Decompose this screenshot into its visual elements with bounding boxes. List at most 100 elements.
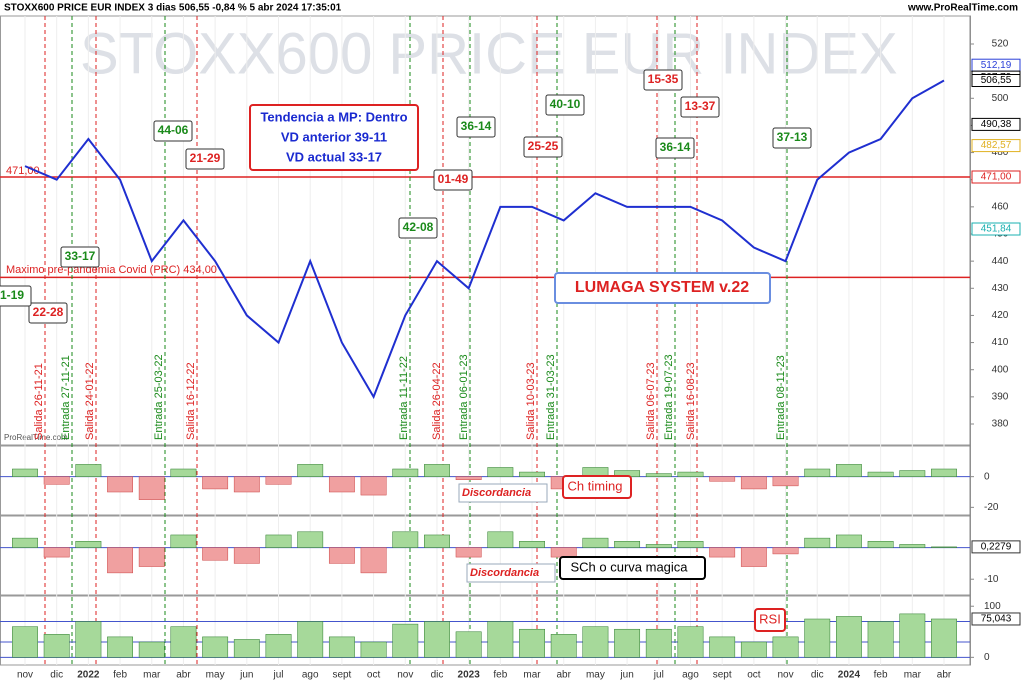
oscillator-bar (202, 547, 229, 561)
oscillator-bar (138, 641, 165, 658)
oscillator-bar (297, 531, 324, 548)
panel-name-box (754, 608, 786, 632)
oscillator-bar (455, 547, 482, 558)
oscillator-bar (424, 464, 450, 477)
oscillator-bar (265, 634, 292, 658)
score-label: 36-14 (461, 119, 492, 133)
oscillator-bar (455, 476, 482, 480)
score-label: 40-10 (550, 97, 581, 111)
oscillator-bar (836, 464, 862, 477)
oscillator-bar (804, 468, 831, 477)
x-tick-label: may (586, 670, 605, 681)
note: Discordancia (470, 567, 539, 579)
system-label: LUMAGA SYSTEM v.22 (575, 279, 749, 296)
oscillator-bar (582, 537, 609, 548)
oscillator-bar (899, 470, 926, 477)
oscillator-bar (328, 476, 355, 493)
oscillator-bar (233, 476, 260, 493)
oscillator-bar (677, 541, 704, 548)
score-box (0, 285, 32, 307)
oscillator-bar (614, 541, 641, 548)
signal-label: Salida 16-08-23 (685, 362, 697, 440)
oscillator-bar (867, 541, 894, 548)
oscillator-bar (550, 547, 577, 558)
y-tick-label: 100 (984, 601, 1001, 612)
oscillator-bar (519, 471, 545, 477)
signal-label: Entrada 08-11-23 (775, 355, 787, 440)
y-tick-label: 0 (984, 652, 990, 663)
trend-text: Tendencia a MP: Dentro (260, 109, 407, 124)
oscillator-bar (328, 547, 355, 564)
oscillator-bar (107, 547, 133, 574)
oscillator-bar (265, 534, 292, 548)
watermark: STOXX600 PRICE EUR INDEX (80, 21, 898, 86)
x-tick-label: mar (143, 670, 161, 681)
x-tick-label: feb (113, 670, 127, 681)
y-tick-label: 380 (992, 419, 1009, 430)
x-tick-label: dic (50, 670, 63, 681)
oscillator-bar (424, 621, 450, 658)
x-tick-label: nov (397, 670, 413, 681)
oscillator-bar (265, 476, 292, 485)
x-tick-label: jul (653, 670, 664, 681)
score-box (185, 148, 225, 170)
score-label: 25-25 (528, 139, 559, 153)
oscillator-bar (740, 641, 767, 658)
score-label: 01-49 (438, 172, 469, 186)
oscillator-bar (328, 636, 355, 658)
x-tick-label: ago (302, 670, 319, 681)
oscillator-bar (740, 547, 767, 567)
score-label: 36-14 (660, 140, 691, 154)
oscillator-bar (614, 628, 641, 658)
site: www.ProRealTime.com (907, 3, 1018, 14)
level-label: Maximo pre-pandemia Covid (PRC) 434,00 (6, 264, 217, 276)
oscillator-bar (455, 631, 482, 658)
oscillator-bar (677, 471, 704, 477)
y-tick-label: 400 (992, 364, 1009, 375)
signal-label: Entrada 31-03-23 (545, 354, 557, 440)
score-box (60, 246, 100, 268)
score-label: 21-29 (190, 151, 221, 165)
value-tag: 490,38 (981, 119, 1012, 130)
oscillator-bar (43, 476, 70, 485)
oscillator-bar (360, 641, 387, 658)
oscillator-bar (709, 636, 736, 658)
score-box (433, 169, 473, 191)
oscillator-bar (75, 621, 102, 658)
x-tick-label: dic (431, 670, 444, 681)
signal-label: Salida 10-03-23 (525, 362, 537, 440)
oscillator-bar (360, 476, 387, 496)
signal-label: Entrada 19-07-23 (663, 354, 675, 440)
trend-box (249, 104, 419, 171)
oscillator-bar (297, 621, 324, 658)
x-tick-label: jun (239, 670, 253, 681)
y-tick-label: 410 (992, 337, 1009, 348)
oscillator-bar (202, 476, 229, 490)
score-label: 42-08 (403, 220, 434, 234)
score-label: 15-35 (648, 72, 679, 86)
trend-text: VD actual 33-17 (286, 149, 382, 164)
oscillator-bar (582, 626, 609, 658)
x-tick-label: nov (17, 670, 33, 681)
x-tick-label: jun (619, 670, 633, 681)
oscillator-bar (392, 468, 419, 477)
value-tag: 482,57 (981, 140, 1012, 151)
x-tick-label: mar (523, 670, 541, 681)
system-box (554, 272, 771, 304)
oscillator-bar (360, 547, 387, 574)
value-tag: 506,55 (981, 75, 1012, 86)
oscillator-bar (202, 636, 229, 658)
value-tag-box (971, 170, 1021, 184)
y-tick-label: 430 (992, 283, 1009, 294)
value-tag: 471,00 (981, 172, 1012, 183)
oscillator-bar (931, 468, 957, 477)
note: Discordancia (462, 487, 531, 499)
oscillator-bar (424, 534, 450, 548)
value-tag: 75,043 (981, 614, 1012, 625)
x-tick-label: oct (747, 670, 761, 681)
score-label: 22-28 (33, 305, 64, 319)
oscillator-bar (75, 464, 102, 477)
price-line (24, 79, 945, 400)
x-tick-label: ago (682, 670, 699, 681)
